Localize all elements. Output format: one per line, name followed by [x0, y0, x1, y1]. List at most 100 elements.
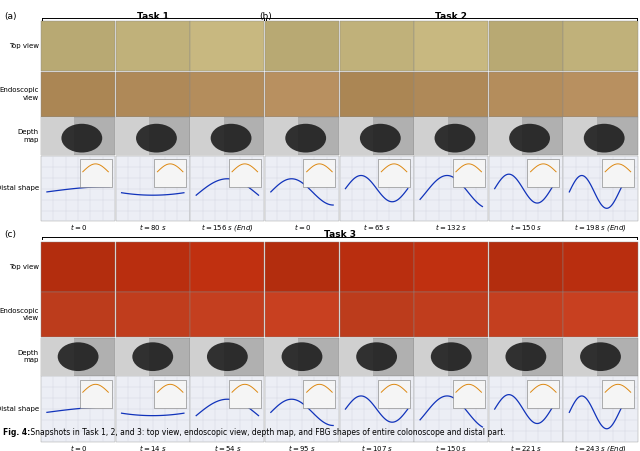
Bar [339, 337, 373, 376]
Ellipse shape [356, 342, 397, 371]
Bar [563, 117, 637, 156]
Bar [265, 156, 339, 221]
Bar [563, 337, 596, 376]
Text: $t = 150$ s: $t = 150$ s [510, 222, 542, 232]
Text: Fig. 4:: Fig. 4: [3, 428, 30, 437]
Bar [116, 337, 190, 376]
Bar [339, 242, 413, 291]
Bar [339, 117, 373, 156]
Bar [563, 117, 596, 156]
Text: $t = 54$ s: $t = 54$ s [214, 443, 241, 451]
Bar [378, 159, 410, 187]
Bar [41, 242, 115, 291]
Bar [414, 72, 488, 117]
Bar [489, 72, 563, 117]
Bar [339, 156, 413, 221]
Bar [116, 117, 190, 156]
Bar [378, 380, 410, 408]
Bar [414, 292, 488, 337]
Bar [489, 242, 563, 291]
Bar [116, 72, 190, 117]
Bar [154, 380, 186, 408]
Bar [563, 337, 637, 376]
Ellipse shape [211, 124, 252, 152]
Bar [602, 380, 634, 408]
Bar [489, 292, 563, 337]
Text: $t = 243$ s (End): $t = 243$ s (End) [574, 443, 627, 451]
Ellipse shape [282, 342, 323, 371]
Bar [563, 156, 637, 221]
Bar [190, 156, 264, 221]
Bar [265, 337, 298, 376]
Bar [41, 337, 115, 376]
Ellipse shape [580, 342, 621, 371]
Text: $t = 198$ s (End): $t = 198$ s (End) [574, 222, 627, 234]
Bar [41, 117, 74, 156]
Bar [414, 21, 488, 71]
Bar [190, 242, 264, 291]
Bar [265, 337, 339, 376]
Bar [563, 21, 637, 71]
Bar [339, 21, 413, 71]
Text: $t = 14$ s: $t = 14$ s [139, 443, 167, 451]
Bar [190, 117, 264, 156]
Bar [339, 292, 413, 337]
Text: $t = 0$: $t = 0$ [70, 222, 87, 232]
Bar [116, 242, 190, 291]
Text: $t = 221$ s: $t = 221$ s [510, 443, 542, 451]
Text: (a): (a) [4, 12, 17, 21]
Bar [489, 376, 563, 442]
Bar [116, 337, 149, 376]
Text: $t = 80$ s: $t = 80$ s [139, 222, 167, 232]
Bar [414, 376, 488, 442]
Bar [116, 292, 190, 337]
Bar [489, 337, 522, 376]
Text: Task 3: Task 3 [323, 230, 355, 239]
Text: Endoscopic
view: Endoscopic view [0, 87, 39, 101]
Bar [339, 376, 413, 442]
Bar [414, 337, 488, 376]
Bar [489, 117, 563, 156]
Bar [265, 117, 298, 156]
Bar [265, 292, 339, 337]
Bar [41, 376, 115, 442]
Bar [41, 337, 74, 376]
Ellipse shape [285, 124, 326, 152]
Text: Distal shape: Distal shape [0, 185, 39, 191]
Bar [190, 337, 223, 376]
Bar [41, 21, 115, 71]
Ellipse shape [61, 124, 102, 152]
Ellipse shape [136, 124, 177, 152]
Ellipse shape [506, 342, 547, 371]
Bar [116, 21, 190, 71]
Bar [527, 159, 559, 187]
Text: $t = 132$ s: $t = 132$ s [435, 222, 468, 232]
Text: Top view: Top view [9, 43, 39, 49]
Text: $t = 95$ s: $t = 95$ s [288, 443, 316, 451]
Bar [79, 159, 111, 187]
Ellipse shape [132, 342, 173, 371]
Bar [41, 117, 115, 156]
Bar [116, 156, 190, 221]
Text: Depth
map: Depth map [18, 350, 39, 363]
Bar [190, 21, 264, 71]
Bar [190, 72, 264, 117]
Bar [452, 380, 484, 408]
Bar [265, 72, 339, 117]
Bar [154, 159, 186, 187]
Bar [303, 380, 335, 408]
Bar [41, 72, 115, 117]
Bar [414, 337, 447, 376]
Bar [339, 72, 413, 117]
Text: $t = 150$ s: $t = 150$ s [435, 443, 468, 451]
Bar [414, 156, 488, 221]
Bar [527, 380, 559, 408]
Bar [41, 156, 115, 221]
Bar [265, 242, 339, 291]
Bar [414, 117, 488, 156]
Bar [563, 292, 637, 337]
Bar [339, 117, 413, 156]
Text: Distal shape: Distal shape [0, 406, 39, 412]
Bar [116, 117, 149, 156]
Bar [41, 292, 115, 337]
